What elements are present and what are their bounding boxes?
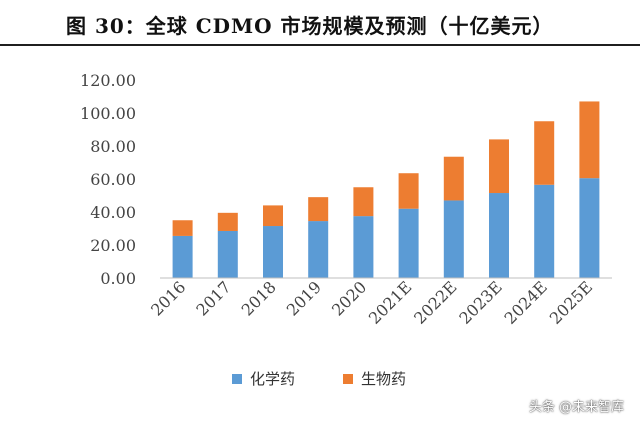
bar-segment-chemical <box>489 193 509 278</box>
y-tick-label: 100.00 <box>80 104 136 123</box>
y-tick-label: 80.00 <box>90 137 136 156</box>
x-tick-label: 2017 <box>192 277 234 319</box>
legend-label: 生物药 <box>361 370 406 388</box>
x-tick-label: 2020 <box>328 277 370 319</box>
y-tick-label: 20.00 <box>90 236 136 255</box>
legend-swatch <box>232 374 242 384</box>
bar-segment-chemical <box>217 230 238 278</box>
chart-title: 图 30：全球 CDMO 市场规模及预测（十亿美元） <box>66 14 554 38</box>
watermark: 头条 @未来智库 <box>528 400 624 415</box>
bar-segment-biologic <box>398 173 419 209</box>
bar-segment-chemical <box>443 200 464 278</box>
y-tick-label: 60.00 <box>90 170 136 189</box>
x-tick-label: 2025E <box>546 277 596 327</box>
legend-swatch <box>343 374 353 384</box>
title-bar: 图 30：全球 CDMO 市场规模及预测（十亿美元） <box>0 0 640 46</box>
bar-segment-chemical <box>172 235 193 278</box>
bar-segment-chemical <box>398 208 419 278</box>
bar-segment-chemical <box>308 221 329 278</box>
bar-segment-biologic <box>308 197 329 222</box>
x-tick-label: 2023E <box>455 277 505 327</box>
x-tick-label: 2021E <box>365 277 415 327</box>
y-tick-label: 40.00 <box>90 203 136 222</box>
x-tick-label: 2019 <box>283 277 325 319</box>
y-tick-label: 120.00 <box>80 71 136 90</box>
bar-segment-biologic <box>172 220 193 236</box>
bar-segment-chemical <box>579 178 600 278</box>
bar-segment-biologic <box>353 187 374 217</box>
bar-segment-chemical <box>534 184 555 278</box>
bar-segment-biologic <box>217 212 238 231</box>
bar-segment-biologic <box>579 101 600 179</box>
legend-label: 化学药 <box>250 370 295 388</box>
bar-segment-biologic <box>263 205 283 227</box>
bar-segment-biologic <box>489 139 509 194</box>
bar-segment-chemical <box>353 216 374 278</box>
x-tick-label: 2024E <box>501 277 551 327</box>
x-tick-label: 2018 <box>238 277 280 319</box>
bar-segment-chemical <box>263 226 283 278</box>
bar-segment-biologic <box>443 156 464 201</box>
bar-segment-biologic <box>534 121 555 185</box>
y-tick-label: 0.00 <box>100 269 136 288</box>
x-tick-label: 2022E <box>410 277 460 327</box>
x-tick-label: 2016 <box>147 277 189 319</box>
